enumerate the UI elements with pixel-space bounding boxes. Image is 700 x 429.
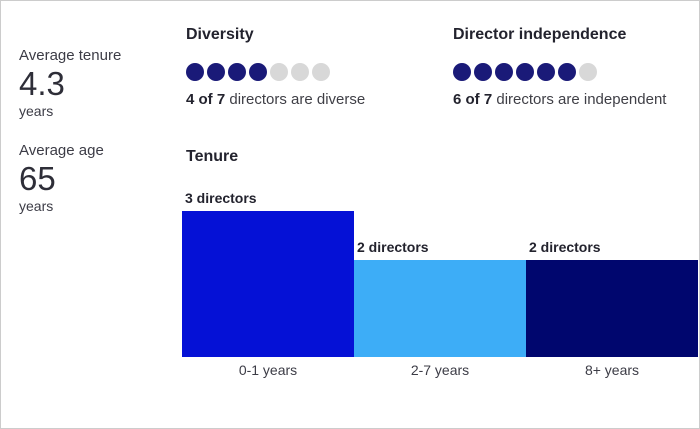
average-age-stat: Average age 65 years bbox=[19, 142, 104, 215]
x-axis-label: 2-7 years bbox=[410, 362, 470, 378]
tenure-chart-bars: 3 directors 2 directors 2 directors bbox=[182, 190, 698, 357]
bar-8-plus-years bbox=[526, 260, 698, 357]
stat-value: 4.3 bbox=[19, 65, 65, 102]
independence-count: 6 of 7 bbox=[453, 91, 493, 108]
diversity-dot-meter bbox=[186, 63, 365, 81]
filled-dot bbox=[249, 63, 267, 81]
diversity-count: 4 of 7 bbox=[186, 91, 226, 108]
independence-caption: 6 of 7 directors are independent bbox=[453, 91, 666, 109]
independence-title: Director independence bbox=[453, 26, 627, 43]
empty-dot bbox=[579, 63, 597, 81]
independence-section: Director independence 6 of 7 directors a… bbox=[453, 25, 666, 109]
empty-dot bbox=[312, 63, 330, 81]
bar-0-1-years bbox=[182, 211, 354, 357]
filled-dot bbox=[228, 63, 246, 81]
x-axis-label: 8+ years bbox=[584, 362, 640, 378]
average-tenure-stat: Average tenure 4.3 years bbox=[19, 47, 121, 120]
filled-dot bbox=[186, 63, 204, 81]
bar-group: 2 directors bbox=[526, 239, 698, 357]
bar-value-label: 2 directors bbox=[529, 239, 601, 255]
filled-dot bbox=[558, 63, 576, 81]
filled-dot bbox=[207, 63, 225, 81]
bar-group: 3 directors bbox=[182, 190, 354, 357]
empty-dot bbox=[291, 63, 309, 81]
filled-dot bbox=[537, 63, 555, 81]
diversity-caption: 4 of 7 directors are diverse bbox=[186, 91, 365, 109]
bar-2-7-years bbox=[354, 260, 526, 357]
filled-dot bbox=[453, 63, 471, 81]
stat-value: 65 bbox=[19, 160, 56, 197]
stat-unit: years bbox=[19, 103, 54, 119]
tenure-chart-title: Tenure bbox=[186, 148, 239, 165]
independence-dot-meter bbox=[453, 63, 666, 81]
filled-dot bbox=[474, 63, 492, 81]
bar-value-label: 2 directors bbox=[357, 239, 429, 255]
tenure-chart: 3 directors 2 directors 2 directors 0-1 … bbox=[182, 190, 698, 379]
empty-dot bbox=[270, 63, 288, 81]
x-axis-label: 0-1 years bbox=[238, 362, 298, 378]
stat-label: Average age bbox=[19, 142, 104, 159]
stat-unit: years bbox=[19, 198, 54, 214]
filled-dot bbox=[516, 63, 534, 81]
tenure-chart-x-axis: 0-1 years 2-7 years 8+ years bbox=[182, 362, 698, 379]
diversity-title: Diversity bbox=[186, 26, 254, 43]
independence-caption-text: directors are independent bbox=[492, 91, 667, 108]
bar-value-label: 3 directors bbox=[185, 190, 257, 206]
stat-label: Average tenure bbox=[19, 47, 122, 64]
diversity-caption-text: directors are diverse bbox=[225, 91, 366, 108]
diversity-section: Diversity 4 of 7 directors are diverse bbox=[186, 25, 365, 109]
filled-dot bbox=[495, 63, 513, 81]
bar-group: 2 directors bbox=[354, 239, 526, 357]
